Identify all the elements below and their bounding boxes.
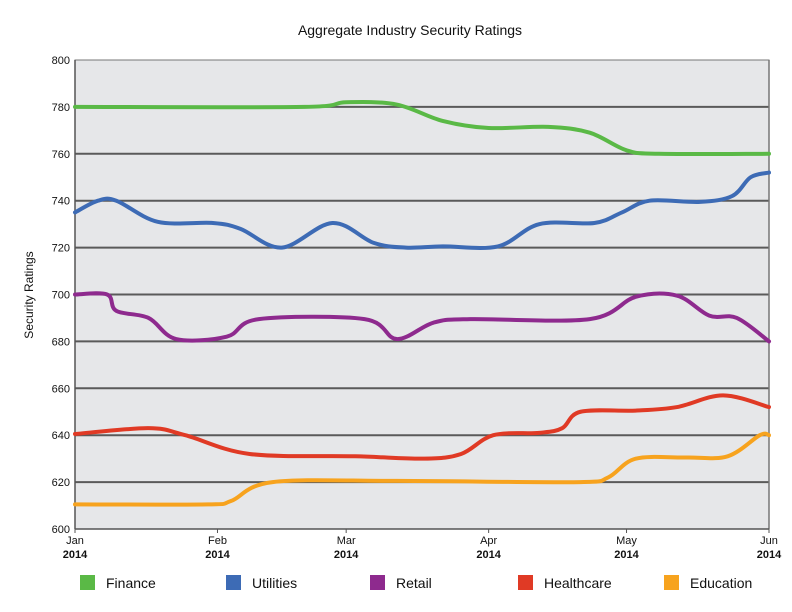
- series-line-utilities: [73, 170, 771, 251]
- x-tick-month: Jan: [66, 535, 84, 547]
- y-tick-label: 800: [52, 55, 70, 67]
- x-tick-year: 2014: [757, 549, 782, 561]
- y-tick-label: 700: [52, 290, 70, 302]
- y-tick-label: 660: [52, 383, 70, 395]
- legend-label-education: Education: [690, 575, 752, 591]
- x-tick-year: 2014: [614, 549, 639, 561]
- legend-label-retail: Retail: [396, 575, 432, 591]
- x-tick-month: Mar: [337, 535, 356, 547]
- legend-swatch-education: [664, 575, 679, 590]
- legend-label-healthcare: Healthcare: [544, 575, 612, 591]
- series-line-education: [73, 431, 771, 507]
- x-tick-month: May: [616, 535, 637, 547]
- legend-label-utilities: Utilities: [252, 575, 297, 591]
- y-tick-label: 680: [52, 336, 70, 348]
- chart-title: Aggregate Industry Security Ratings: [298, 22, 522, 38]
- x-tick-month: Apr: [480, 535, 497, 547]
- x-tick-year: 2014: [334, 549, 359, 561]
- legend-swatch-finance: [80, 575, 95, 590]
- y-tick-label: 760: [52, 149, 70, 161]
- y-tick-label: 720: [52, 243, 70, 255]
- y-tick-label: 640: [52, 430, 70, 442]
- series-line-healthcare: [73, 393, 771, 461]
- y-tick-label: 780: [52, 102, 70, 114]
- y-tick-label: 620: [52, 477, 70, 489]
- legend-swatch-retail: [370, 575, 385, 590]
- x-tick-year: 2014: [63, 549, 88, 561]
- y-tick-label: 600: [52, 524, 70, 536]
- series-line-retail: [73, 291, 771, 344]
- x-tick-year: 2014: [205, 549, 230, 561]
- legend-swatch-utilities: [226, 575, 241, 590]
- series-line-finance: [73, 99, 771, 157]
- legend-label-finance: Finance: [106, 575, 156, 591]
- y-tick-label: 740: [52, 196, 70, 208]
- x-tick-year: 2014: [476, 549, 501, 561]
- x-tick-month: Feb: [208, 535, 227, 547]
- y-axis-label: Security Ratings: [22, 251, 36, 338]
- x-tick-month: Jun: [760, 535, 778, 547]
- legend-swatch-healthcare: [518, 575, 533, 590]
